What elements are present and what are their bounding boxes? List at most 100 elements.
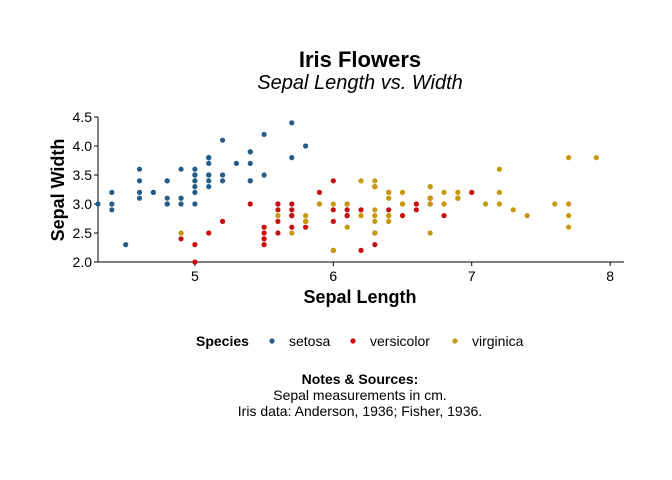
data-point-virginica bbox=[427, 201, 433, 207]
x-tick-label: 6 bbox=[329, 268, 337, 284]
data-point-versicolor bbox=[303, 224, 309, 230]
data-point-versicolor bbox=[413, 207, 419, 213]
data-point-setosa bbox=[206, 172, 212, 178]
data-point-versicolor bbox=[247, 201, 253, 207]
data-point-virginica bbox=[566, 155, 572, 161]
y-tick-label: 3.0 bbox=[73, 196, 93, 212]
data-point-versicolor bbox=[289, 207, 295, 213]
legend-label-versicolor: versicolor bbox=[370, 333, 430, 349]
data-point-virginica bbox=[593, 155, 599, 161]
data-point-setosa bbox=[136, 178, 143, 184]
data-point-virginica bbox=[455, 189, 461, 195]
chart-subtitle: Sepal Length vs. Width bbox=[257, 72, 463, 94]
legend-key-virginica bbox=[452, 338, 458, 344]
data-point-virginica bbox=[496, 201, 503, 207]
notes-block: Notes & Sources: Sepal measurements in c… bbox=[238, 371, 482, 419]
data-point-setosa bbox=[261, 131, 267, 137]
data-point-virginica bbox=[316, 201, 323, 207]
data-point-versicolor bbox=[289, 201, 295, 207]
data-point-virginica bbox=[344, 201, 350, 207]
data-point-setosa bbox=[164, 195, 170, 201]
data-point-virginica bbox=[358, 213, 364, 219]
data-point-setosa bbox=[178, 195, 184, 201]
data-point-virginica bbox=[566, 201, 572, 207]
data-point-setosa bbox=[109, 201, 115, 207]
data-point-virginica bbox=[482, 201, 489, 207]
data-point-virginica bbox=[566, 224, 572, 230]
notes-title: Notes & Sources: bbox=[302, 371, 419, 387]
data-point-versicolor bbox=[192, 259, 198, 265]
data-point-setosa bbox=[192, 178, 198, 184]
data-point-versicolor bbox=[372, 242, 378, 248]
data-point-virginica bbox=[289, 230, 295, 236]
data-point-versicolor bbox=[219, 218, 226, 224]
data-point-virginica bbox=[566, 213, 572, 219]
data-point-setosa bbox=[192, 184, 198, 190]
data-point-virginica bbox=[330, 201, 336, 207]
y-tick-label: 4.0 bbox=[73, 138, 93, 154]
data-point-setosa bbox=[261, 172, 267, 178]
data-point-virginica bbox=[372, 184, 378, 190]
y-tick-label: 3.5 bbox=[73, 167, 93, 183]
data-point-versicolor bbox=[178, 236, 184, 242]
x-axis-ticks: 5 6 7 8 bbox=[191, 262, 614, 284]
y-tick-label: 2.0 bbox=[73, 254, 93, 270]
data-point-versicolor bbox=[289, 213, 295, 219]
data-point-versicolor bbox=[386, 207, 392, 213]
data-point-virginica bbox=[386, 218, 392, 224]
y-axis-ticks: 2.0 2.5 3.0 3.5 4.0 4.5 bbox=[73, 109, 98, 270]
data-point-virginica bbox=[427, 195, 433, 201]
data-point-virginica bbox=[275, 213, 281, 219]
data-point-setosa bbox=[136, 166, 143, 172]
data-point-virginica bbox=[496, 189, 503, 195]
data-point-virginica bbox=[399, 201, 406, 207]
data-point-versicolor bbox=[261, 224, 267, 230]
data-point-virginica bbox=[358, 178, 364, 184]
data-point-versicolor bbox=[289, 224, 295, 230]
data-point-virginica bbox=[510, 207, 516, 213]
y-axis-title: Sepal Width bbox=[48, 139, 68, 242]
x-tick-label: 7 bbox=[468, 268, 476, 284]
data-point-versicolor bbox=[330, 178, 336, 184]
legend-title: Species bbox=[196, 333, 249, 349]
legend-key-versicolor bbox=[350, 338, 356, 344]
legend-label-virginica: virginica bbox=[472, 333, 524, 349]
data-point-virginica bbox=[427, 230, 433, 236]
data-point-setosa bbox=[136, 189, 143, 195]
data-point-setosa bbox=[192, 166, 198, 172]
data-point-virginica bbox=[455, 195, 461, 201]
data-point-versicolor bbox=[206, 230, 212, 236]
x-tick-label: 8 bbox=[606, 268, 614, 284]
data-point-versicolor bbox=[192, 242, 198, 248]
data-point-virginica bbox=[303, 213, 309, 219]
data-point-virginica bbox=[303, 218, 309, 224]
data-point-setosa bbox=[206, 178, 212, 184]
data-point-versicolor bbox=[330, 207, 336, 213]
data-point-setosa bbox=[178, 166, 184, 172]
data-point-virginica bbox=[386, 213, 392, 219]
data-point-setosa bbox=[95, 201, 101, 207]
notes-line-measurements: Sepal measurements in cm. bbox=[273, 387, 447, 403]
x-axis-title: Sepal Length bbox=[303, 287, 416, 307]
legend-label-setosa: setosa bbox=[289, 333, 330, 349]
legend-key-setosa bbox=[269, 338, 275, 344]
data-point-versicolor bbox=[275, 207, 281, 213]
data-point-setosa bbox=[192, 172, 198, 178]
data-point-setosa bbox=[206, 184, 212, 190]
y-tick-label: 4.5 bbox=[73, 109, 93, 125]
data-point-setosa bbox=[219, 172, 226, 178]
data-point-virginica bbox=[552, 201, 558, 207]
data-point-virginica bbox=[441, 201, 447, 207]
plot-area: 5 6 7 8 2.0 2.5 3.0 3.5 4.0 4.5 bbox=[73, 109, 624, 284]
data-point-setosa bbox=[219, 178, 226, 184]
data-point-virginica bbox=[427, 184, 433, 190]
data-point-setosa bbox=[109, 207, 115, 213]
data-point-virginica bbox=[386, 189, 392, 195]
data-point-versicolor bbox=[399, 213, 406, 219]
data-point-virginica bbox=[372, 218, 378, 224]
data-point-setosa bbox=[192, 201, 198, 207]
data-point-virginica bbox=[372, 178, 378, 184]
data-point-setosa bbox=[247, 160, 253, 166]
data-point-virginica bbox=[330, 247, 336, 253]
